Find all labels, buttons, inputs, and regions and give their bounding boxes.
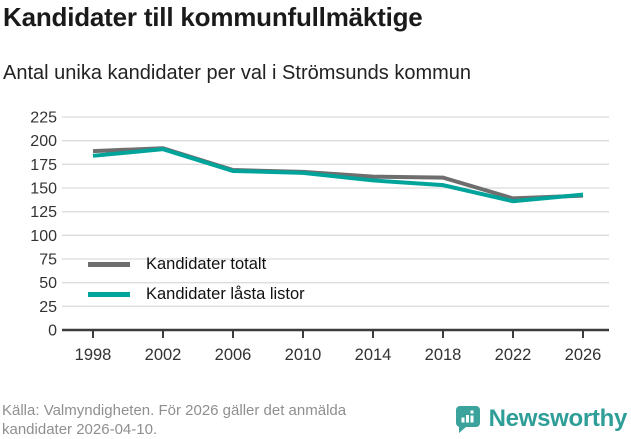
source-note-line1: Källa: Valmyndigheten. För 2026 gäller d… xyxy=(2,402,347,419)
legend-item-totalt: Kandidater totalt xyxy=(88,255,305,274)
svg-text:2014: 2014 xyxy=(355,346,392,364)
line-chart: 0 25 50 75 100 125 150 175 200 225 1998 2002 2006 201… xyxy=(30,110,609,364)
brand-name: Newsworthy xyxy=(488,405,628,432)
svg-text:150: 150 xyxy=(30,181,57,198)
svg-text:75: 75 xyxy=(39,252,57,269)
svg-text:2006: 2006 xyxy=(215,346,252,364)
svg-text:2018: 2018 xyxy=(425,346,462,364)
source-note: Källa: Valmyndigheten. För 2026 gäller d… xyxy=(2,401,422,439)
chart-subtitle: Antal unika kandidater per val i Strömsu… xyxy=(3,62,472,84)
svg-text:2022: 2022 xyxy=(495,346,532,364)
svg-text:25: 25 xyxy=(39,299,57,316)
svg-text:125: 125 xyxy=(30,204,57,221)
chart-legend: Kandidater totalt Kandidater låsta listo… xyxy=(88,255,305,304)
svg-text:2010: 2010 xyxy=(285,346,322,364)
x-axis: 1998 2002 2006 2010 2014 2018 2022 2026 xyxy=(62,328,609,364)
legend-label-totalt: Kandidater totalt xyxy=(146,255,267,273)
source-note-line2: kandidater 2026-04-10. xyxy=(2,421,158,438)
svg-text:175: 175 xyxy=(30,157,57,174)
gridlines xyxy=(62,116,609,307)
newsworthy-brand: Newsworthy xyxy=(455,405,628,433)
page-title: Kandidater till kommunfullmäktige xyxy=(3,2,423,32)
svg-text:225: 225 xyxy=(30,110,57,127)
legend-item-lasta-listor: Kandidater låsta listor xyxy=(88,285,305,304)
svg-text:2002: 2002 xyxy=(145,346,182,364)
svg-text:2026: 2026 xyxy=(565,346,602,364)
legend-swatch-totalt xyxy=(88,262,130,267)
y-axis-labels: 0 25 50 75 100 125 150 175 200 225 xyxy=(30,110,57,340)
legend-swatch-lasta-listor xyxy=(88,292,130,297)
svg-text:1998: 1998 xyxy=(75,346,112,364)
newsworthy-logo-icon xyxy=(455,405,480,433)
svg-text:0: 0 xyxy=(48,323,57,340)
svg-text:200: 200 xyxy=(30,133,57,150)
series-line-0 xyxy=(92,146,584,201)
series-line-1 xyxy=(92,147,584,204)
svg-text:50: 50 xyxy=(39,275,57,292)
svg-text:100: 100 xyxy=(30,228,57,245)
legend-label-lasta-listor: Kandidater låsta listor xyxy=(146,285,305,303)
